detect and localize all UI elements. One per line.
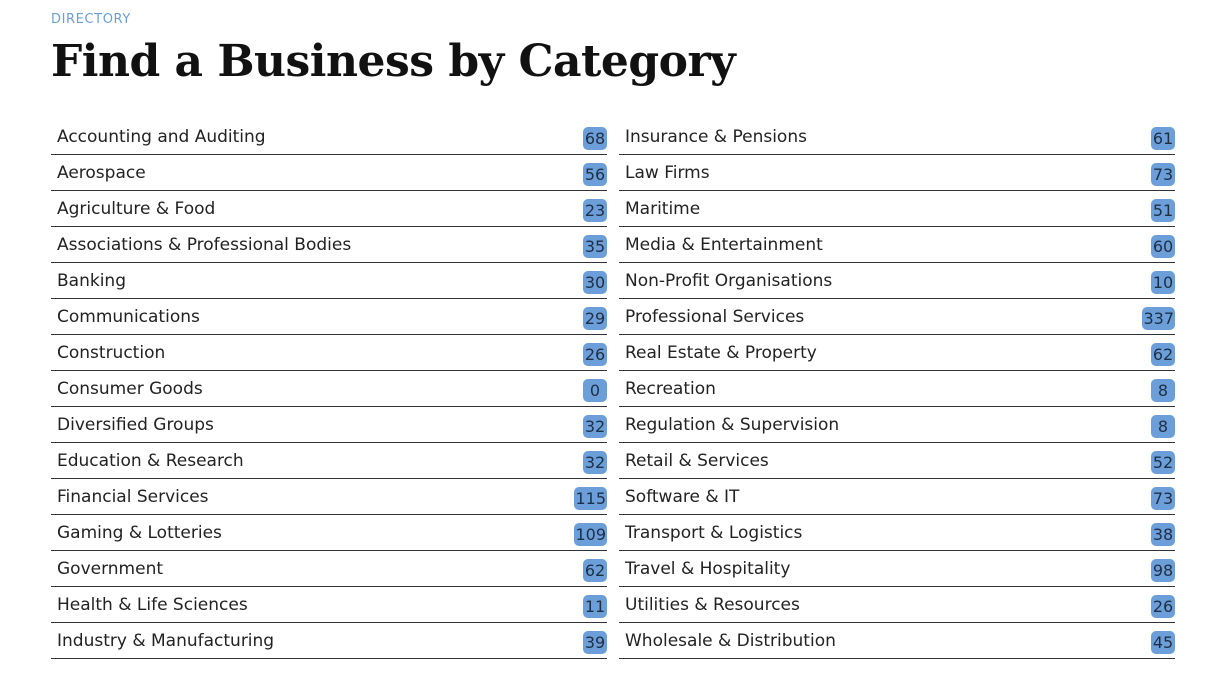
category-row[interactable]: Construction 26 <box>51 335 607 371</box>
category-row[interactable]: Recreation 8 <box>619 371 1175 407</box>
category-count-badge: 8 <box>1151 415 1175 438</box>
category-label[interactable]: Non-Profit Organisations <box>625 270 833 291</box>
category-count-badge: 0 <box>583 379 607 402</box>
category-row[interactable]: Financial Services 115 <box>51 479 607 515</box>
category-label[interactable]: Media & Entertainment <box>625 234 823 255</box>
category-label[interactable]: Transport & Logistics <box>625 522 803 543</box>
category-row[interactable]: Banking 30 <box>51 263 607 299</box>
category-count-badge: 35 <box>583 235 607 258</box>
category-row[interactable]: Government 62 <box>51 551 607 587</box>
category-count-badge: 30 <box>583 271 607 294</box>
category-count-badge: 23 <box>583 199 607 222</box>
category-label[interactable]: Regulation & Supervision <box>625 414 840 435</box>
category-row[interactable]: Non-Profit Organisations 10 <box>619 263 1175 299</box>
category-label[interactable]: Insurance & Pensions <box>625 126 807 147</box>
category-count-badge: 62 <box>583 559 607 582</box>
category-count-badge: 56 <box>583 163 607 186</box>
category-row[interactable]: Associations & Professional Bodies 35 <box>51 227 607 263</box>
category-count-badge: 68 <box>583 127 607 150</box>
category-count-badge: 51 <box>1151 199 1175 222</box>
category-label[interactable]: Health & Life Sciences <box>57 594 248 615</box>
category-count-badge: 62 <box>1151 343 1175 366</box>
category-row[interactable]: Utilities & Resources 26 <box>619 587 1175 623</box>
category-row[interactable]: Wholesale & Distribution 45 <box>619 623 1175 659</box>
category-label[interactable]: Consumer Goods <box>57 378 203 399</box>
category-label[interactable]: Law Firms <box>625 162 710 183</box>
category-label[interactable]: Utilities & Resources <box>625 594 800 615</box>
category-label[interactable]: Associations & Professional Bodies <box>57 234 352 255</box>
category-list-right: Insurance & Pensions 61 Law Firms 73 Maritim… <box>619 119 1175 659</box>
category-label[interactable]: Financial Services <box>57 486 209 507</box>
category-row[interactable]: Accounting and Auditing 68 <box>51 119 607 155</box>
category-label[interactable]: Communications <box>57 306 200 327</box>
category-row[interactable]: Transport & Logistics 38 <box>619 515 1175 551</box>
category-label[interactable]: Agriculture & Food <box>57 198 216 219</box>
category-count-badge: 73 <box>1151 487 1175 510</box>
category-count-badge: 29 <box>583 307 607 330</box>
category-row[interactable]: Communications 29 <box>51 299 607 335</box>
category-count-badge: 32 <box>583 451 607 474</box>
category-label[interactable]: Construction <box>57 342 166 363</box>
directory-eyebrow: DIRECTORY <box>51 12 131 27</box>
category-row[interactable]: Law Firms 73 <box>619 155 1175 191</box>
category-label[interactable]: Retail & Services <box>625 450 769 471</box>
category-count-badge: 60 <box>1151 235 1175 258</box>
category-count-badge: 8 <box>1151 379 1175 402</box>
category-count-badge: 115 <box>574 487 607 510</box>
category-row[interactable]: Software & IT 73 <box>619 479 1175 515</box>
category-label[interactable]: Industry & Manufacturing <box>57 630 275 651</box>
category-count-badge: 11 <box>583 595 607 618</box>
category-label[interactable]: Maritime <box>625 198 701 219</box>
category-row[interactable]: Travel & Hospitality 98 <box>619 551 1175 587</box>
category-count-badge: 61 <box>1151 127 1175 150</box>
category-count-badge: 38 <box>1151 523 1175 546</box>
category-label[interactable]: Government <box>57 558 164 579</box>
category-label[interactable]: Diversified Groups <box>57 414 214 435</box>
category-row[interactable]: Consumer Goods 0 <box>51 371 607 407</box>
category-label[interactable]: Real Estate & Property <box>625 342 817 363</box>
category-label[interactable]: Banking <box>57 270 126 291</box>
category-label[interactable]: Software & IT <box>625 486 740 507</box>
category-count-badge: 337 <box>1142 307 1175 330</box>
category-row[interactable]: Aerospace 56 <box>51 155 607 191</box>
category-row[interactable]: Education & Research 32 <box>51 443 607 479</box>
category-row[interactable]: Agriculture & Food 23 <box>51 191 607 227</box>
category-row[interactable]: Diversified Groups 32 <box>51 407 607 443</box>
category-row[interactable]: Regulation & Supervision 8 <box>619 407 1175 443</box>
category-columns: Accounting and Auditing 68 Aerospace 56 Agri… <box>51 119 1175 659</box>
category-count-badge: 26 <box>1151 595 1175 618</box>
category-count-badge: 98 <box>1151 559 1175 582</box>
category-label[interactable]: Education & Research <box>57 450 244 471</box>
category-row[interactable]: Retail & Services 52 <box>619 443 1175 479</box>
category-count-badge: 73 <box>1151 163 1175 186</box>
category-label[interactable]: Gaming & Lotteries <box>57 522 222 543</box>
category-label[interactable]: Wholesale & Distribution <box>625 630 836 651</box>
category-count-badge: 26 <box>583 343 607 366</box>
category-count-badge: 10 <box>1151 271 1175 294</box>
category-row[interactable]: Maritime 51 <box>619 191 1175 227</box>
category-row[interactable]: Insurance & Pensions 61 <box>619 119 1175 155</box>
category-count-badge: 39 <box>583 631 607 654</box>
category-label[interactable]: Recreation <box>625 378 716 399</box>
category-row[interactable]: Real Estate & Property 62 <box>619 335 1175 371</box>
category-label[interactable]: Aerospace <box>57 162 146 183</box>
category-count-badge: 109 <box>574 523 607 546</box>
category-count-badge: 45 <box>1151 631 1175 654</box>
category-row[interactable]: Media & Entertainment 60 <box>619 227 1175 263</box>
category-row[interactable]: Gaming & Lotteries 109 <box>51 515 607 551</box>
category-label[interactable]: Professional Services <box>625 306 805 327</box>
category-list-left: Accounting and Auditing 68 Aerospace 56 Agri… <box>51 119 607 659</box>
category-row[interactable]: Professional Services 337 <box>619 299 1175 335</box>
category-count-badge: 32 <box>583 415 607 438</box>
category-row[interactable]: Health & Life Sciences 11 <box>51 587 607 623</box>
category-row[interactable]: Industry & Manufacturing 39 <box>51 623 607 659</box>
category-label[interactable]: Accounting and Auditing <box>57 126 266 147</box>
category-label[interactable]: Travel & Hospitality <box>625 558 791 579</box>
page-title: Find a Business by Category <box>51 36 736 87</box>
category-count-badge: 52 <box>1151 451 1175 474</box>
